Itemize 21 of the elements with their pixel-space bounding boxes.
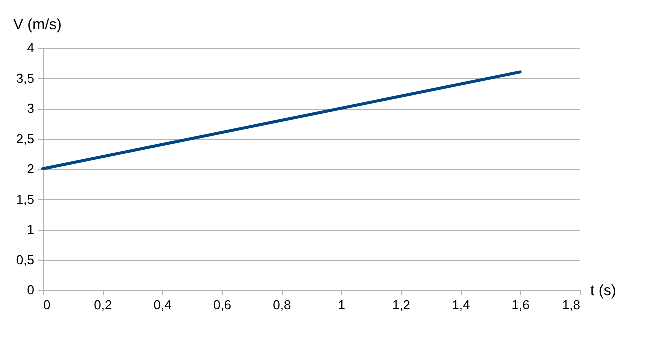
x-tick-label: 0 (44, 298, 51, 312)
y-tick-label: 4 (27, 40, 34, 56)
y-axis-title: V (m/s) (14, 16, 62, 34)
x-tick-label: 0,2 (94, 298, 112, 312)
y-tick-label: 0,5 (16, 252, 34, 268)
x-tick-label: 1,6 (512, 298, 530, 312)
x-tick-label: 1 (338, 298, 346, 312)
y-tick-label: 1,5 (16, 192, 34, 207)
x-tick-label: 1,8 (562, 298, 580, 312)
x-tick-label: 0,4 (154, 298, 172, 312)
y-tick-label: 3,5 (16, 70, 34, 86)
y-tick-label: 1 (27, 222, 34, 237)
y-tick-label: 2,5 (16, 131, 34, 146)
x-tick-label: 1,2 (392, 298, 411, 312)
y-tick-label: 2 (27, 162, 34, 176)
x-tick-label: 1,4 (452, 298, 470, 312)
x-axis-title: t (s) (590, 282, 616, 300)
y-tick-label: 0 (27, 282, 34, 298)
x-tick-label: 0,6 (213, 298, 232, 312)
y-tick-label: 3 (27, 101, 34, 116)
x-tick-label: 0,8 (273, 298, 292, 312)
